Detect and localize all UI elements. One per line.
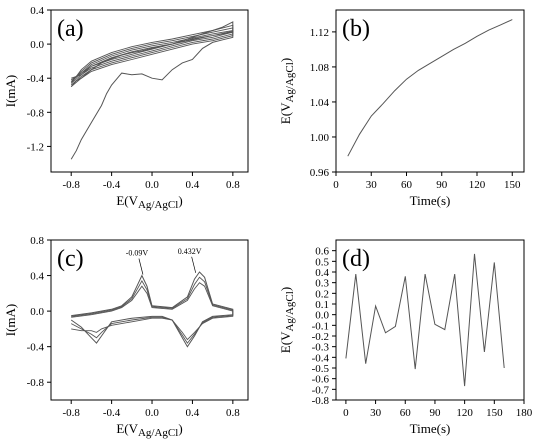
y-tick-label: 0.6 bbox=[315, 246, 329, 258]
y-tick-label: 0.4 bbox=[30, 5, 44, 17]
y-tick-label: 0.8 bbox=[30, 235, 44, 247]
x-axis-label: E(VAg/AgCl) bbox=[116, 193, 182, 211]
series-line-1 bbox=[345, 253, 505, 387]
x-axis-label-close: ) bbox=[178, 193, 182, 208]
panel-a: -0.8 -0.4 0.0 0.4 0.8 -1.2 -0.8 -0.4 0.0 0.4 (a) E(… bbox=[3, 5, 249, 211]
x-tick-label: 0.4 bbox=[186, 179, 200, 191]
y-tick-label: 1.08 bbox=[310, 62, 330, 74]
x-tick-label: 0.8 bbox=[226, 179, 240, 191]
y-tick-label: 0.0 bbox=[30, 39, 44, 51]
x-tick-label: -0.8 bbox=[62, 179, 80, 191]
y-tick-label: 0.2 bbox=[315, 288, 329, 300]
y-tick-label: -0.5 bbox=[312, 363, 330, 375]
series-line-3 bbox=[71, 282, 234, 341]
y-tick-label: -0.8 bbox=[27, 377, 45, 389]
panel-b: 0 30 60 90 120 150 0.96 1.00 1.04 1.08 1.12 (b) Time… bbox=[278, 9, 525, 208]
y-tick-label: 0.5 bbox=[315, 256, 329, 268]
x-tick-label: -0.4 bbox=[103, 407, 121, 419]
x-axis-label: Time(s) bbox=[410, 421, 451, 436]
y-axis-label-main: E(V bbox=[278, 331, 293, 353]
y-tick-label: 0.3 bbox=[315, 278, 329, 290]
panel-c: -0.8 -0.4 0.0 0.4 0.8 -0.8 -0.4 0.0 0.4 0.8 (c) E(V… bbox=[3, 235, 249, 439]
y-axis-label: E(VAg/AgCl) bbox=[278, 287, 296, 353]
panel-d: 0 30 60 90 120 150 180 -0.8-0.7-0.6-0.5-0.4-0.3… bbox=[278, 239, 533, 436]
x-axis-label-sub: Ag/AgCl bbox=[138, 199, 178, 211]
x-tick-label: 0.0 bbox=[145, 407, 159, 419]
x-axis-label-main: E(V bbox=[116, 421, 138, 436]
y-axis-label-sub: Ag/AgCl bbox=[284, 291, 296, 331]
series-line-2 bbox=[70, 276, 234, 344]
x-tick-label: 0.8 bbox=[226, 407, 240, 419]
y-tick-label: 0.1 bbox=[315, 299, 329, 311]
y-tick-label: 1.00 bbox=[310, 132, 330, 144]
x-axis-label-main: E(V bbox=[116, 193, 138, 208]
x-axis-label: E(VAg/AgCl) bbox=[116, 421, 182, 439]
y-tick-label: -0.4 bbox=[27, 73, 45, 85]
x-axis-label-close: ) bbox=[178, 421, 182, 436]
y-tick-label: 0.0 bbox=[30, 306, 44, 318]
annotation-label: -0.09V bbox=[126, 249, 149, 258]
y-tick-label: -0.8 bbox=[27, 107, 45, 119]
x-tick-label: 150 bbox=[486, 407, 503, 419]
y-tick-label: -0.2 bbox=[312, 331, 329, 343]
x-axis-label: Time(s) bbox=[410, 193, 451, 208]
x-tick-label: 120 bbox=[456, 407, 473, 419]
y-tick-label: -0.3 bbox=[312, 342, 330, 354]
y-tick-label: -0.1 bbox=[312, 320, 329, 332]
series-line-1 bbox=[347, 19, 513, 157]
plot-frame bbox=[50, 9, 249, 173]
y-tick-label: -0.6 bbox=[312, 374, 330, 386]
y-tick-label: 0.0 bbox=[315, 310, 329, 322]
panel-label: (c) bbox=[57, 246, 84, 272]
panel-label: (a) bbox=[57, 16, 84, 42]
x-tick-label: -0.8 bbox=[62, 407, 80, 419]
y-axis-label-main: E(V bbox=[278, 102, 293, 124]
plot-frame bbox=[335, 239, 525, 401]
x-tick-label: 0 bbox=[333, 179, 339, 191]
y-tick-label: 1.12 bbox=[310, 27, 329, 39]
x-tick-label: 120 bbox=[469, 179, 486, 191]
plot-frame bbox=[335, 9, 525, 173]
panel-label: (d) bbox=[342, 246, 370, 272]
x-tick-label: 0.0 bbox=[145, 179, 159, 191]
y-tick-label: 0.4 bbox=[30, 271, 44, 283]
y-tick-label: -0.4 bbox=[27, 342, 45, 354]
series-line-1 bbox=[70, 271, 234, 348]
x-tick-label: 180 bbox=[516, 407, 533, 419]
y-tick-label: -0.4 bbox=[312, 352, 330, 364]
x-tick-label: 30 bbox=[370, 407, 382, 419]
y-tick-label: -0.7 bbox=[312, 384, 330, 396]
plot-frame bbox=[50, 239, 249, 401]
y-axis-label: I(mA) bbox=[3, 304, 18, 337]
y-axis-label: E(VAg/AgCl) bbox=[278, 58, 296, 124]
x-tick-label: -0.4 bbox=[103, 179, 121, 191]
panel-label: (b) bbox=[342, 16, 370, 42]
x-tick-label: 90 bbox=[429, 407, 441, 419]
annotation-pointer bbox=[138, 258, 144, 275]
y-tick-label: 0.4 bbox=[315, 267, 329, 279]
y-axis-label-close: ) bbox=[278, 58, 293, 62]
x-tick-label: 0.4 bbox=[186, 407, 200, 419]
annotation-label: 0.432V bbox=[178, 247, 202, 256]
x-tick-label: 60 bbox=[401, 179, 413, 191]
annotation-pointer bbox=[191, 256, 197, 273]
x-tick-label: 150 bbox=[504, 179, 521, 191]
x-tick-label: 0 bbox=[343, 407, 349, 419]
y-tick-label: 1.04 bbox=[310, 97, 330, 109]
series-line-4 bbox=[70, 29, 234, 84]
x-tick-label: 90 bbox=[436, 179, 448, 191]
x-tick-label: 30 bbox=[366, 179, 378, 191]
y-axis-label-close: ) bbox=[278, 287, 293, 291]
x-tick-label: 60 bbox=[400, 407, 412, 419]
y-axis-label: I(mA) bbox=[3, 75, 18, 108]
x-axis-label-sub: Ag/AgCl bbox=[138, 427, 178, 439]
y-tick-label: -0.8 bbox=[312, 395, 330, 407]
series-line-5 bbox=[70, 30, 234, 82]
y-tick-label: -1.2 bbox=[27, 141, 44, 153]
y-tick-label: 0.96 bbox=[310, 167, 330, 179]
y-axis-label-sub: Ag/AgCl bbox=[284, 62, 296, 102]
